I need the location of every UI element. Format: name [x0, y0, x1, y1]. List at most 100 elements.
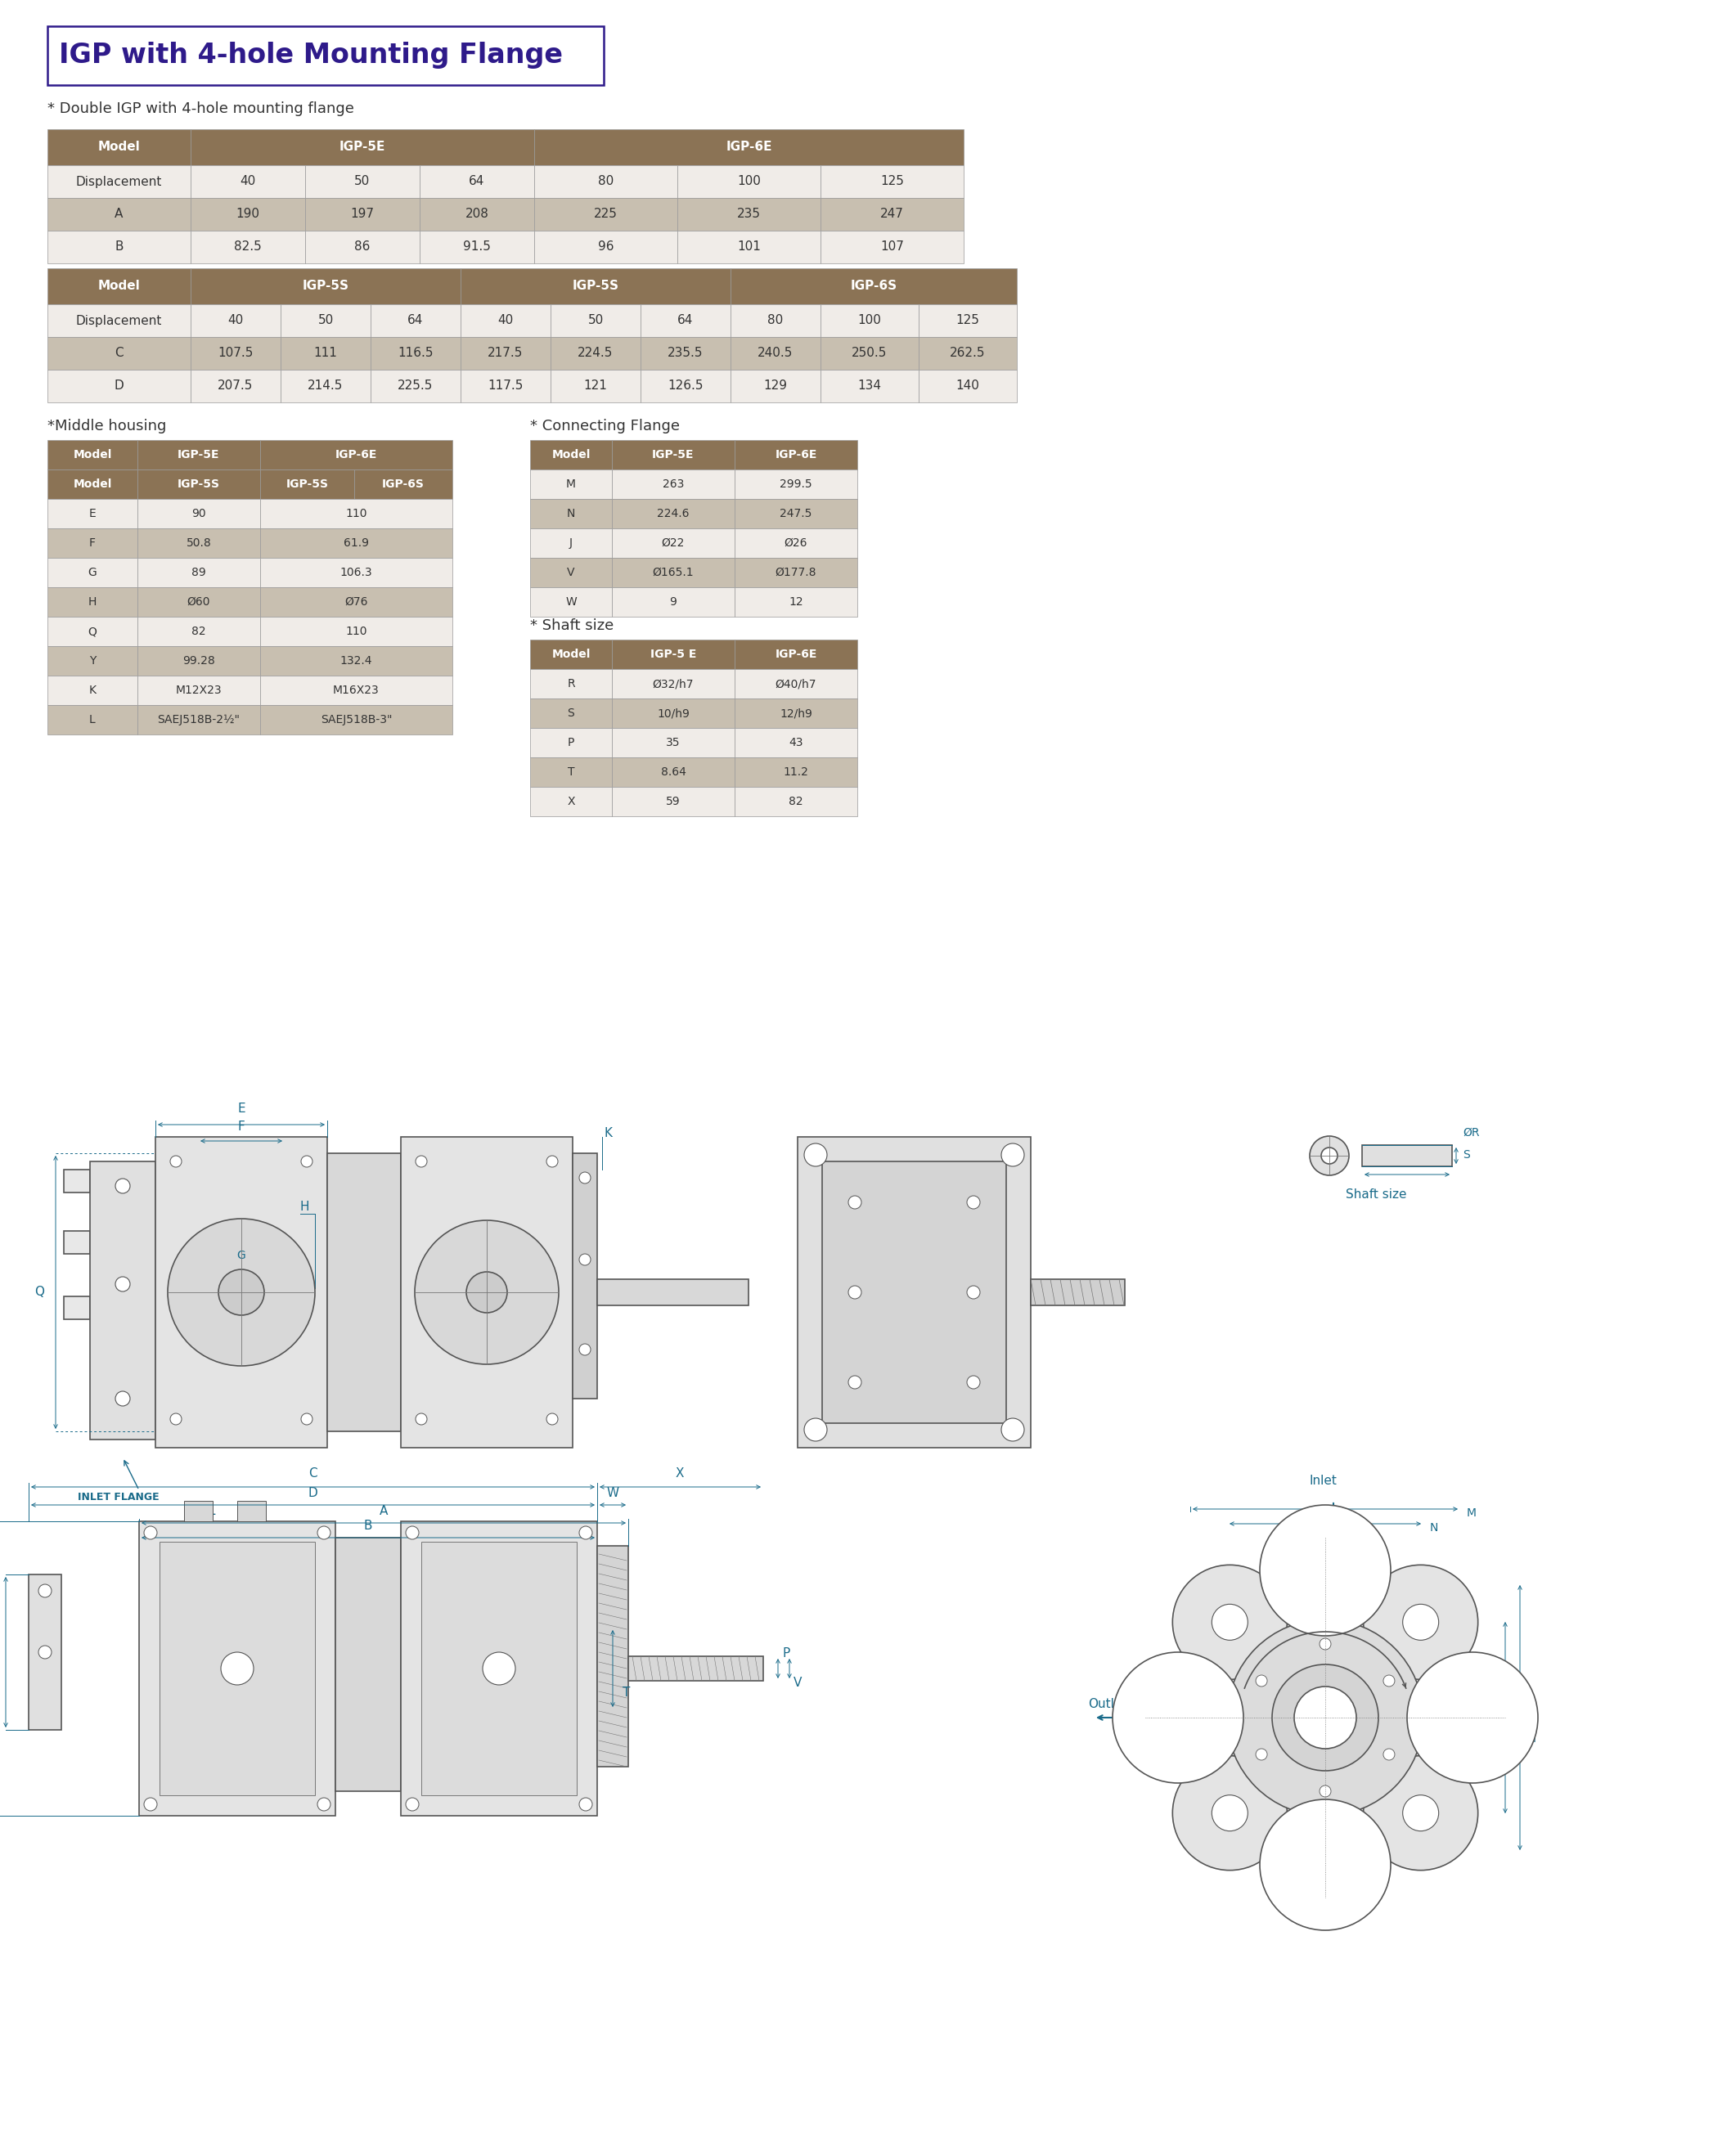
- Circle shape: [805, 1419, 827, 1440]
- Text: 91.5: 91.5: [464, 241, 492, 252]
- Text: IGP-5S: IGP-5S: [573, 280, 620, 293]
- Bar: [47, 166, 190, 198]
- Circle shape: [547, 1414, 557, 1425]
- Text: J: J: [569, 537, 573, 550]
- Bar: [190, 336, 280, 369]
- Bar: [730, 267, 1016, 304]
- Circle shape: [1172, 1565, 1288, 1680]
- Text: 86: 86: [355, 241, 370, 252]
- Bar: [47, 586, 137, 617]
- Text: W: W: [606, 1488, 620, 1498]
- Circle shape: [580, 1255, 590, 1266]
- Bar: [734, 586, 857, 617]
- Text: M16X23: M16X23: [332, 686, 379, 696]
- Bar: [730, 336, 820, 369]
- Text: 110: 110: [346, 509, 367, 520]
- Text: 35: 35: [666, 737, 680, 748]
- Bar: [734, 729, 857, 757]
- Text: S: S: [1463, 1149, 1470, 1160]
- Circle shape: [1321, 1147, 1338, 1164]
- Text: D: D: [308, 1488, 317, 1498]
- Text: 80: 80: [767, 315, 784, 328]
- Bar: [305, 231, 419, 263]
- Bar: [611, 470, 734, 498]
- Text: * Double IGP with 4-hole mounting flange: * Double IGP with 4-hole mounting flange: [47, 101, 355, 116]
- Circle shape: [580, 1526, 592, 1539]
- Text: IGP-5S: IGP-5S: [286, 479, 329, 489]
- Text: 50: 50: [355, 175, 370, 188]
- Bar: [190, 231, 305, 263]
- Bar: [260, 528, 452, 558]
- Text: Model: Model: [99, 280, 140, 293]
- Text: V: V: [793, 1677, 801, 1690]
- Text: 224.5: 224.5: [578, 347, 613, 360]
- Text: Model: Model: [552, 649, 590, 660]
- Text: 129: 129: [763, 379, 788, 392]
- Text: 106.3: 106.3: [339, 567, 372, 578]
- Bar: [530, 470, 611, 498]
- Bar: [47, 647, 137, 675]
- Bar: [64, 1169, 90, 1192]
- Text: C: C: [308, 1468, 317, 1479]
- Text: IGP-5E: IGP-5E: [653, 448, 694, 461]
- Text: J: J: [1466, 1738, 1470, 1751]
- Bar: [419, 166, 535, 198]
- Bar: [530, 729, 611, 757]
- Bar: [611, 498, 734, 528]
- Bar: [137, 470, 260, 498]
- Bar: [535, 129, 964, 166]
- Circle shape: [116, 1179, 130, 1192]
- Text: 10/h9: 10/h9: [658, 707, 689, 718]
- Bar: [47, 231, 190, 263]
- Text: IGP with 4-hole Mounting Flange: IGP with 4-hole Mounting Flange: [59, 43, 563, 69]
- Text: F: F: [90, 537, 95, 550]
- Text: E: E: [237, 1102, 246, 1115]
- Text: 50: 50: [319, 315, 334, 328]
- Bar: [137, 440, 260, 470]
- Bar: [530, 699, 611, 729]
- Bar: [280, 336, 370, 369]
- Text: Model: Model: [99, 140, 140, 153]
- Text: 224.6: 224.6: [658, 509, 689, 520]
- Bar: [305, 166, 419, 198]
- Bar: [355, 470, 452, 498]
- Text: 207.5: 207.5: [218, 379, 253, 392]
- Bar: [730, 304, 820, 336]
- Text: C: C: [114, 347, 123, 360]
- Bar: [64, 1231, 90, 1255]
- Text: Ø40/h7: Ø40/h7: [775, 677, 817, 690]
- Text: * Shaft size: * Shaft size: [530, 619, 615, 634]
- Circle shape: [466, 1272, 507, 1313]
- Text: Model: Model: [552, 448, 590, 461]
- Text: 82: 82: [192, 625, 206, 638]
- Circle shape: [1407, 1651, 1537, 1783]
- Circle shape: [1227, 1619, 1423, 1815]
- Circle shape: [1364, 1755, 1478, 1869]
- Bar: [460, 369, 550, 403]
- Bar: [156, 1136, 327, 1447]
- Bar: [573, 1153, 597, 1399]
- Circle shape: [415, 1414, 428, 1425]
- Circle shape: [848, 1376, 862, 1388]
- Circle shape: [1255, 1749, 1267, 1759]
- Circle shape: [222, 1651, 254, 1684]
- Text: 208: 208: [466, 209, 488, 220]
- Bar: [530, 757, 611, 787]
- Bar: [183, 1501, 213, 1522]
- Bar: [611, 640, 734, 668]
- Bar: [47, 336, 190, 369]
- Circle shape: [301, 1414, 313, 1425]
- Text: 50.8: 50.8: [187, 537, 211, 550]
- Text: 11.2: 11.2: [784, 765, 808, 778]
- Bar: [820, 166, 964, 198]
- Text: H: H: [88, 597, 97, 608]
- Bar: [460, 336, 550, 369]
- Text: B: B: [364, 1520, 372, 1533]
- Bar: [611, 699, 734, 729]
- Bar: [820, 231, 964, 263]
- Text: Outlet: Outlet: [1089, 1699, 1127, 1710]
- Circle shape: [1179, 1570, 1473, 1865]
- Text: 50: 50: [587, 315, 604, 328]
- Text: Ø22: Ø22: [661, 537, 685, 550]
- Bar: [260, 705, 452, 735]
